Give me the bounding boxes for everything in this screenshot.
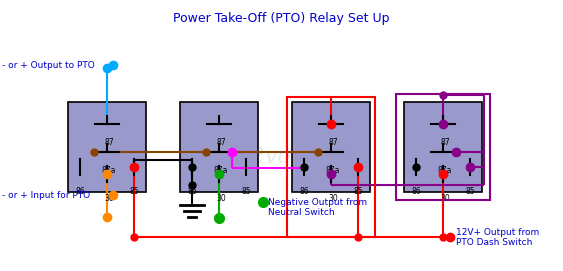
Text: 30: 30 xyxy=(104,194,114,203)
Text: 85: 85 xyxy=(129,187,139,196)
Text: Negative Output from
Neutral Switch: Negative Output from Neutral Switch xyxy=(268,198,367,217)
Bar xyxy=(292,102,370,192)
Text: Power Take-Off (PTO) Relay Set Up: Power Take-Off (PTO) Relay Set Up xyxy=(173,12,390,25)
Text: 87: 87 xyxy=(216,138,226,147)
Bar xyxy=(180,102,258,192)
Text: - or + Input for PTO: - or + Input for PTO xyxy=(2,191,90,199)
Text: 87: 87 xyxy=(104,138,114,147)
Text: 87: 87 xyxy=(328,138,338,147)
Text: 30: 30 xyxy=(440,194,450,203)
Text: 87a: 87a xyxy=(214,166,228,175)
Bar xyxy=(396,94,490,200)
Text: 85: 85 xyxy=(465,187,475,196)
Text: - or + Output to PTO: - or + Output to PTO xyxy=(2,60,95,69)
Text: 87: 87 xyxy=(440,138,450,147)
Text: 85: 85 xyxy=(241,187,251,196)
Text: the12volt.com: the12volt.com xyxy=(201,146,362,168)
Text: 12V+ Output from
PTO Dash Switch: 12V+ Output from PTO Dash Switch xyxy=(456,228,539,247)
Text: 86: 86 xyxy=(187,187,197,196)
Bar xyxy=(404,102,482,192)
Text: 86: 86 xyxy=(299,187,309,196)
Text: 87a: 87a xyxy=(438,166,452,175)
Text: 87a: 87a xyxy=(102,166,116,175)
Text: 86: 86 xyxy=(411,187,421,196)
Text: 30: 30 xyxy=(328,194,338,203)
Text: 87a: 87a xyxy=(326,166,340,175)
Bar xyxy=(287,97,375,237)
Bar xyxy=(68,102,146,192)
Text: 86: 86 xyxy=(75,187,85,196)
Text: 85: 85 xyxy=(353,187,363,196)
Text: 30: 30 xyxy=(216,194,226,203)
